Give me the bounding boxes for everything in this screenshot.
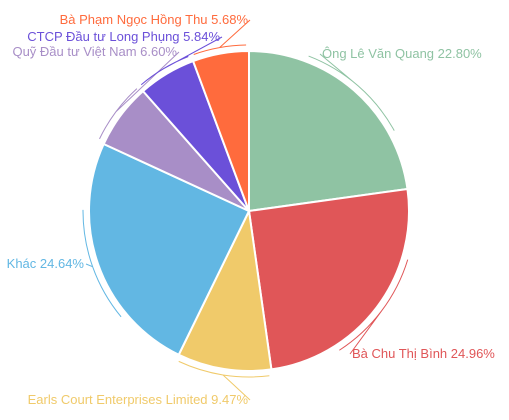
pie-slice[interactable]: [177, 207, 273, 372]
slice-data-label: CTCP Đầu tư Long Phụng 5.84%: [27, 29, 220, 44]
slice-data-label: Earls Court Enterprises Limited 9.47%: [28, 392, 249, 407]
slices-layer: [88, 49, 410, 372]
leader-line: [140, 36, 223, 86]
leader-line: [193, 19, 251, 55]
pie-slice[interactable]: [247, 187, 410, 371]
labels-layer: Ông Lê Văn Quang 22.80% Bà Chu Thị Bình 2…: [7, 12, 496, 407]
leader-line: [178, 360, 270, 401]
leader-line: [82, 209, 122, 318]
leader-line: [308, 53, 395, 131]
leader-line: [99, 51, 180, 140]
slice-data-label: Ông Lê Văn Quang 22.80%: [322, 46, 482, 61]
slice-data-label: Quỹ Đầu tư Việt Nam 6.60%: [12, 44, 177, 59]
slice-data-label: Khác 24.64%: [7, 256, 85, 271]
slice-data-label: Bà Phạm Ngọc Hồng Thu 5.68%: [60, 12, 249, 27]
pie-slice[interactable]: [88, 142, 251, 357]
leaders-layer: [82, 19, 409, 401]
pie-slice[interactable]: [248, 49, 409, 213]
slice-data-label: Bà Chu Thị Bình 24.96%: [352, 346, 495, 361]
leader-line: [339, 259, 409, 355]
pie-slice[interactable]: [191, 49, 250, 212]
